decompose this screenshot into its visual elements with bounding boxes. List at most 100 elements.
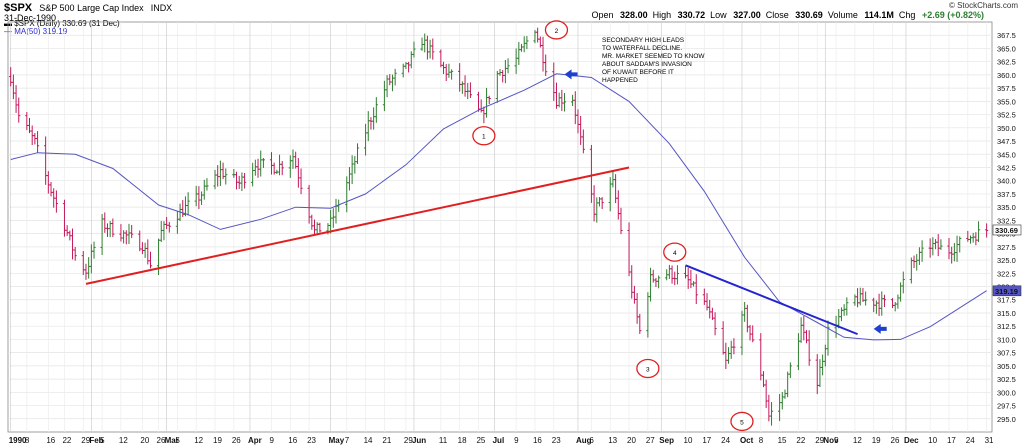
price-bar [826,320,830,356]
x-tick-label: 23 [307,436,316,445]
price-bar [619,207,623,235]
price-bar [955,235,959,262]
price-bar [425,35,430,60]
price-bar [597,197,602,207]
low-value: 327.00 [733,10,761,20]
price-bar [382,80,386,112]
y-tick-label: 310.0 [997,335,1016,344]
price-bar [124,230,128,245]
price-bar [401,63,405,78]
pointer-arrow-icon [564,69,578,80]
price-bar [783,389,787,399]
price-bar [767,394,771,422]
price-bar [788,362,792,379]
price-bar [70,228,75,260]
price-bar [646,292,650,338]
x-tick-label: 19 [213,436,222,445]
index-name: S&P 500 Large Cap Index [39,3,144,13]
y-tick-label: 350.0 [997,124,1016,133]
wave-number: 4 [673,250,677,257]
wave-circle [730,411,754,432]
x-tick-label: 24 [721,436,730,445]
y-tick-label: 355.0 [997,97,1016,106]
y-tick-label: 305.0 [997,362,1016,371]
price-bar [670,265,674,284]
x-tick-label: 10 [684,436,693,445]
x-tick-label: 12 [194,436,203,445]
price-bar [103,212,107,233]
price-bar [635,292,639,324]
price-bar [901,271,905,294]
price-bar [882,294,887,308]
price-bar [232,169,236,178]
axes: 295.0 297.5 300.0 302.5 305.0 307.5 310.0 312.5… [9,31,1022,445]
price-bar [947,238,951,260]
price-bar [390,74,395,92]
x-tick-label: Nov [823,436,839,445]
price-bar [11,74,15,100]
x-tick-label: 9 [514,436,519,445]
price-bar [743,301,747,322]
price-bar [312,219,317,236]
price-bar [893,301,897,312]
annotation-text-line: MR. MARKET SEEMED TO KNOW [602,53,705,60]
price-bar [554,82,559,109]
price-bar [654,277,658,287]
price-bar [463,75,467,97]
price-bar [971,232,975,243]
price-bar [915,254,919,271]
annotation-text-line: ABOUT SADDAM'S INVASION [602,61,692,68]
x-tick-label: 26 [891,436,900,445]
price-bar [724,342,728,370]
x-tick-label: Dec [904,436,919,445]
x-tick-label: 5 [100,436,105,445]
price-bar [732,338,736,355]
price-bar [288,155,292,178]
x-tick-label: Feb [89,436,103,445]
price-bar [256,158,260,178]
price-bar [167,221,171,233]
price-bar [431,38,435,60]
price-bar [933,239,938,250]
price-bar [764,379,768,408]
price-bar [855,288,860,308]
x-tick-label: 6 [589,436,594,445]
price-bar [299,168,303,195]
x-tick-label: 13 [608,436,617,445]
price-bar [194,185,198,207]
price-bar [487,95,491,105]
price-bar [560,89,564,112]
price-bar [412,41,416,58]
price-bar [552,62,556,101]
wave-number: 1 [482,134,486,141]
plot-frame [7,21,993,433]
price-bar [205,178,209,191]
annotation-text-line: OF KUWAIT BEFORE IT [602,69,674,76]
price-bar [968,235,973,244]
price-bar [632,285,637,304]
price-bar [186,192,190,216]
price-bar [213,169,217,190]
y-tick-label: 337.5 [997,190,1016,199]
price-bar [519,43,524,52]
price-bar [261,158,266,168]
price-bar [372,107,376,130]
x-tick-label: 16 [533,436,542,445]
price-bar [917,247,922,265]
x-tick-label: 23 [552,436,561,445]
chart-title: $SPX S&P 500 Large Cap Index INDX [4,2,172,14]
resistance-trendline [685,264,858,336]
price-bar [385,75,389,98]
x-tick-label: 19 [872,436,881,445]
brand-label: © StockCharts.com [948,1,1018,10]
price-bar [950,246,954,264]
x-tick-label: 18 [458,436,467,445]
price-bar [159,221,163,242]
y-tick-label: 317.5 [997,296,1016,305]
price-bar [691,281,696,287]
price-bar [576,109,580,134]
price-bar [404,62,408,69]
price-bar [726,347,731,364]
x-tick-label: Sep [659,436,674,445]
